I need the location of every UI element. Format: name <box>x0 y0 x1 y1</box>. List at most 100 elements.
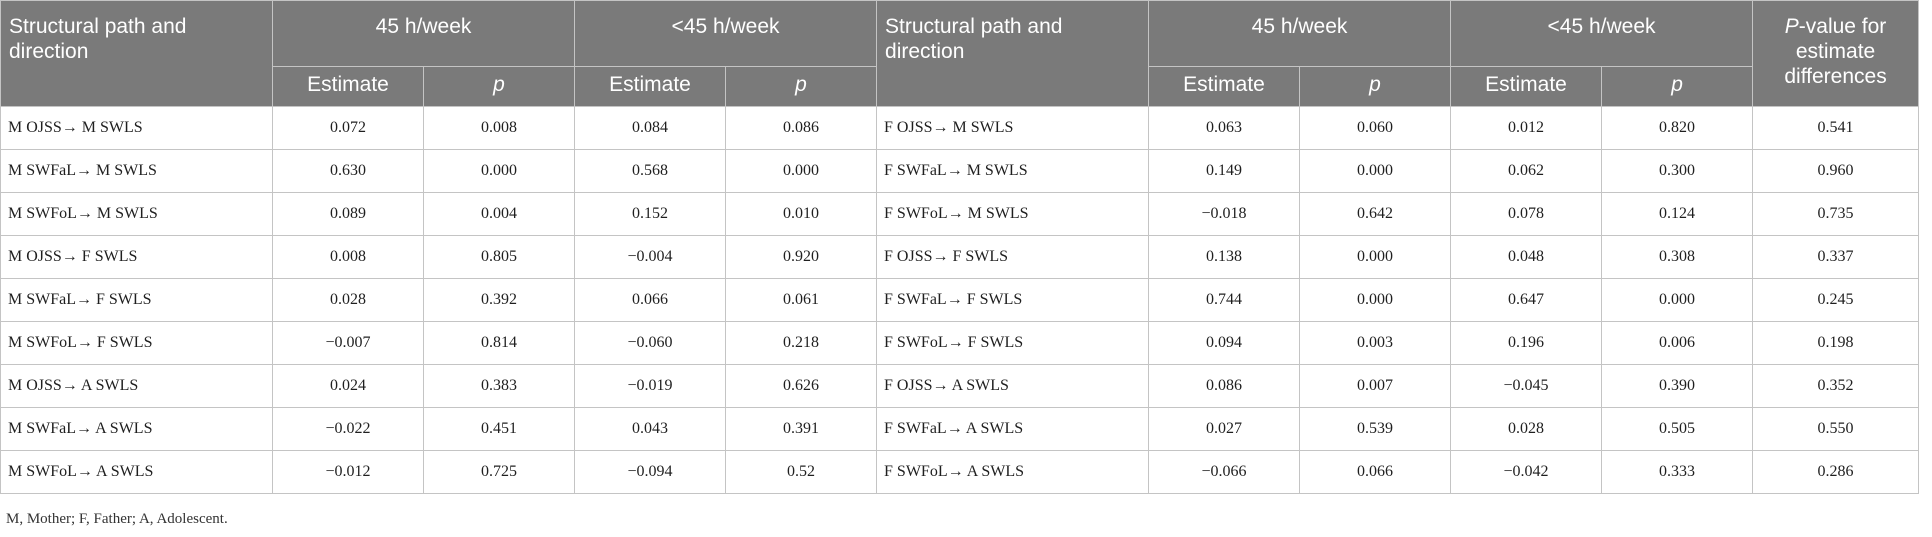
table-row: M OJSS→ A SWLS 0.024 0.383 −0.019 0.626 F OJS… <box>0 364 1920 408</box>
father-path-cell: F SWFoL→ M SWLS <box>876 192 1150 236</box>
p-cell: 0.52 <box>725 450 878 494</box>
estimate-cell: 0.048 <box>1450 235 1603 279</box>
estimate-cell: −0.022 <box>272 407 424 451</box>
subheader-estimate: Estimate <box>1450 66 1603 107</box>
p-cell: 0.061 <box>725 278 878 322</box>
estimate-cell: 0.138 <box>1148 235 1301 279</box>
table-row: M SWFaL→ M SWLS 0.630 0.000 0.568 0.000 F SWF… <box>0 149 1920 193</box>
estimate-cell: 0.149 <box>1148 149 1301 193</box>
p-cell: 0.000 <box>725 149 878 193</box>
subheader-p: p <box>422 66 576 107</box>
header-structural-path-right: Structural path and direction <box>876 0 1150 107</box>
p-cell: 0.383 <box>422 364 576 408</box>
estimate-cell: 0.062 <box>1450 149 1603 193</box>
estimate-cell: 0.094 <box>1148 321 1301 365</box>
p-cell: 0.000 <box>1299 278 1452 322</box>
mother-path-cell: M SWFaL→ M SWLS <box>0 149 273 193</box>
p-cell: 0.725 <box>422 450 576 494</box>
header-structural-path-left: Structural path and direction <box>0 0 273 107</box>
estimate-cell: 0.630 <box>272 149 424 193</box>
estimate-cell: 0.028 <box>272 278 424 322</box>
pvalue-diff-cell: 0.198 <box>1752 321 1920 365</box>
p-cell: 0.007 <box>1299 364 1452 408</box>
pvalue-diff-cell: 0.337 <box>1752 235 1920 279</box>
estimate-cell: 0.084 <box>574 106 727 150</box>
mother-path-cell: M SWFaL→ F SWLS <box>0 278 273 322</box>
table-body: M OJSS→ M SWLS 0.072 0.008 0.084 0.086 F OJSS… <box>0 106 1920 494</box>
father-path-cell: F SWFaL→ A SWLS <box>876 407 1150 451</box>
pvalue-diff-cell: 0.245 <box>1752 278 1920 322</box>
results-table: Structural path and direction 45 h/week … <box>0 0 1920 494</box>
header-lt45h-left: <45 h/week <box>574 0 878 67</box>
pvalue-diff-cell: 0.352 <box>1752 364 1920 408</box>
pvalue-diff-cell: 0.550 <box>1752 407 1920 451</box>
estimate-cell: 0.027 <box>1148 407 1301 451</box>
p-cell: 0.008 <box>422 106 576 150</box>
estimate-cell: 0.028 <box>1450 407 1603 451</box>
estimate-cell: 0.066 <box>574 278 727 322</box>
subheader-p: p <box>1601 66 1754 107</box>
table-row: M SWFaL→ F SWLS 0.028 0.392 0.066 0.061 F SWF… <box>0 278 1920 322</box>
mother-path-cell: M SWFoL→ M SWLS <box>0 192 273 236</box>
p-cell: 0.086 <box>725 106 878 150</box>
p-cell: 0.390 <box>1601 364 1754 408</box>
p-cell: 0.300 <box>1601 149 1754 193</box>
header-45h-right: 45 h/week <box>1148 0 1452 67</box>
p-cell: 0.000 <box>1299 149 1452 193</box>
subheader-p: p <box>1299 66 1452 107</box>
p-cell: 0.392 <box>422 278 576 322</box>
header-pvalue-rest: -value for estimate differences <box>1784 15 1887 88</box>
estimate-cell: 0.078 <box>1450 192 1603 236</box>
p-cell: 0.066 <box>1299 450 1452 494</box>
table-row: M OJSS→ M SWLS 0.072 0.008 0.084 0.086 F OJSS… <box>0 106 1920 150</box>
estimate-cell: −0.094 <box>574 450 727 494</box>
p-cell: 0.060 <box>1299 106 1452 150</box>
mother-path-cell: M OJSS→ M SWLS <box>0 106 273 150</box>
table-footnote: M, Mother; F, Father; A, Adolescent. <box>6 511 228 527</box>
estimate-cell: 0.744 <box>1148 278 1301 322</box>
estimate-cell: 0.012 <box>1450 106 1603 150</box>
p-cell: 0.642 <box>1299 192 1452 236</box>
estimate-cell: 0.568 <box>574 149 727 193</box>
p-cell: 0.000 <box>422 149 576 193</box>
header-lt45h-right: <45 h/week <box>1450 0 1754 67</box>
estimate-cell: 0.072 <box>272 106 424 150</box>
p-cell: 0.626 <box>725 364 878 408</box>
subheader-estimate: Estimate <box>574 66 727 107</box>
subheader-p: p <box>725 66 878 107</box>
table-header: Structural path and direction 45 h/week … <box>0 0 1920 107</box>
pvalue-diff-cell: 0.735 <box>1752 192 1920 236</box>
p-cell: 0.391 <box>725 407 878 451</box>
mother-path-cell: M SWFaL→ A SWLS <box>0 407 273 451</box>
estimate-cell: 0.647 <box>1450 278 1603 322</box>
p-cell: 0.333 <box>1601 450 1754 494</box>
p-cell: 0.010 <box>725 192 878 236</box>
p-cell: 0.505 <box>1601 407 1754 451</box>
p-cell: 0.000 <box>1299 235 1452 279</box>
header-pvalue-differences: P-value for estimate differences <box>1752 0 1920 107</box>
mother-path-cell: M OJSS→ A SWLS <box>0 364 273 408</box>
p-cell: 0.000 <box>1601 278 1754 322</box>
header-pvalue-italic: P <box>1784 15 1799 38</box>
p-cell: 0.539 <box>1299 407 1452 451</box>
table-row: M SWFoL→ M SWLS 0.089 0.004 0.152 0.010 F SWF… <box>0 192 1920 236</box>
estimate-cell: 0.043 <box>574 407 727 451</box>
p-cell: 0.218 <box>725 321 878 365</box>
estimate-cell: −0.019 <box>574 364 727 408</box>
estimate-cell: 0.152 <box>574 192 727 236</box>
p-cell: 0.003 <box>1299 321 1452 365</box>
mother-path-cell: M SWFoL→ F SWLS <box>0 321 273 365</box>
estimate-cell: 0.086 <box>1148 364 1301 408</box>
estimate-cell: 0.063 <box>1148 106 1301 150</box>
table-row: M SWFoL→ A SWLS −0.012 0.725 −0.094 0.52 F SW… <box>0 450 1920 494</box>
p-cell: 0.920 <box>725 235 878 279</box>
header-45h-left: 45 h/week <box>271 0 576 67</box>
father-path-cell: F SWFaL→ M SWLS <box>876 149 1150 193</box>
father-path-cell: F SWFoL→ F SWLS <box>876 321 1150 365</box>
subheader-estimate: Estimate <box>1148 66 1301 107</box>
p-cell: 0.308 <box>1601 235 1754 279</box>
pvalue-diff-cell: 0.541 <box>1752 106 1920 150</box>
estimate-cell: 0.024 <box>272 364 424 408</box>
estimate-cell: −0.060 <box>574 321 727 365</box>
father-path-cell: F OJSS→ F SWLS <box>876 235 1150 279</box>
